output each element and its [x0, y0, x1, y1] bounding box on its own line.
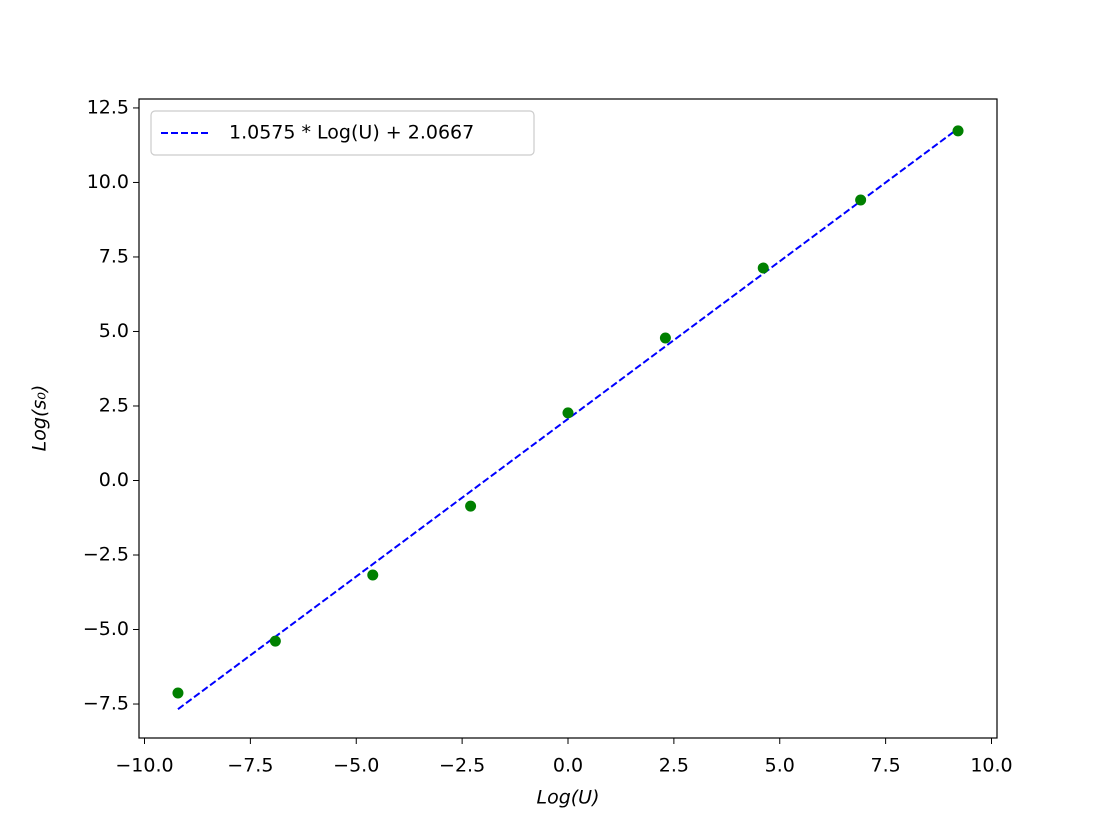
point: [757, 262, 769, 274]
y-tick-label: 12.5: [87, 96, 129, 118]
point: [269, 635, 281, 647]
x-tick-label: 0.0: [553, 755, 583, 777]
x-axis-label: Log(U): [536, 787, 599, 809]
point: [855, 194, 867, 206]
y-tick-label: −2.5: [83, 544, 129, 566]
x-tick-label: −10.0: [115, 755, 173, 777]
x-tick-label: −5.0: [333, 755, 379, 777]
point: [367, 569, 379, 581]
y-tick-label: 2.5: [99, 394, 129, 416]
legend-label: 1.0575 * Log(U) + 2.0667: [229, 122, 474, 144]
y-tick-label: 0.0: [99, 469, 129, 491]
x-tick-label: −2.5: [439, 755, 485, 777]
point: [465, 500, 477, 512]
y-tick-label: 10.0: [87, 171, 129, 193]
point: [172, 687, 184, 699]
y-tick-label: −5.0: [83, 618, 129, 640]
point: [562, 407, 574, 419]
point: [952, 125, 964, 137]
y-tick-label: 7.5: [99, 245, 129, 267]
y-tick-label: 5.0: [99, 320, 129, 342]
x-tick-label: 7.5: [871, 755, 901, 777]
legend-box: [150, 110, 535, 156]
plot-frame: [138, 98, 998, 739]
x-tick-label: 10.0: [970, 755, 1012, 777]
point: [659, 332, 671, 344]
x-tick-label: −7.5: [227, 755, 273, 777]
x-tick-label: 2.5: [659, 755, 689, 777]
y-tick-label: −7.5: [83, 693, 129, 715]
x-tick-label: 5.0: [765, 755, 795, 777]
fit-line: [177, 127, 959, 710]
y-axis-label: Log(s₀): [29, 385, 51, 452]
